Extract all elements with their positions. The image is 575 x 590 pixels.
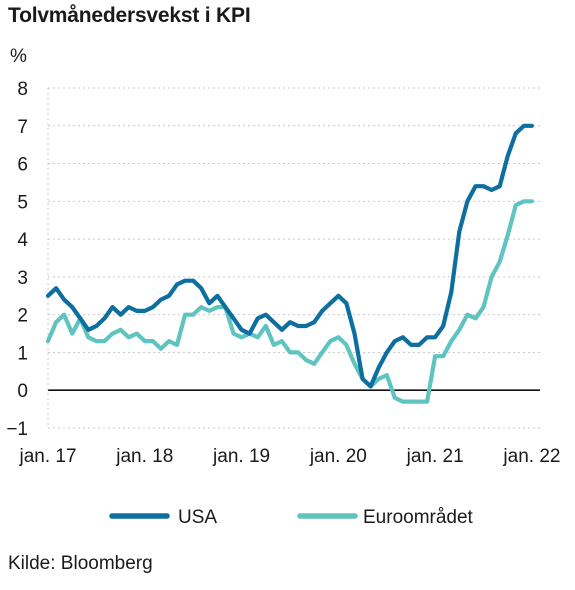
x-tick-label: jan. 20 bbox=[309, 446, 367, 467]
series-line-usa bbox=[45, 123, 535, 389]
y-tick-label: 4 bbox=[17, 230, 28, 251]
x-tick-label: jan. 21 bbox=[406, 446, 464, 467]
y-tick-label: 1 bbox=[17, 343, 28, 364]
y-tick-label: 3 bbox=[17, 268, 28, 289]
chart-title: Tolvmånedersvekst i KPI bbox=[8, 4, 251, 27]
y-axis-unit: % bbox=[10, 46, 27, 67]
y-tick-label: 2 bbox=[17, 306, 28, 327]
legend-label: Euroområdet bbox=[363, 507, 474, 528]
x-tick-label: jan. 18 bbox=[115, 446, 173, 467]
y-tick-label: 0 bbox=[17, 381, 28, 402]
legend-label: USA bbox=[178, 507, 217, 528]
x-tick-label: jan. 22 bbox=[502, 446, 560, 467]
x-tick-label: jan. 19 bbox=[212, 446, 270, 467]
y-tick-label: 8 bbox=[17, 79, 28, 100]
y-tick-label: 5 bbox=[17, 192, 28, 213]
x-tick-label: jan. 17 bbox=[18, 446, 76, 467]
y-tick-label: 6 bbox=[17, 155, 28, 176]
y-tick-label: −1 bbox=[6, 419, 28, 440]
source-note: Kilde: Bloomberg bbox=[8, 553, 153, 574]
line-chart: −1 0 1 2 3 4 5 6 7 8% jan. 17 jan. 18 jan. 19 jan. 20… bbox=[6, 46, 560, 528]
y-tick-label: 7 bbox=[17, 117, 28, 138]
series-line-euroområdet bbox=[45, 199, 535, 404]
